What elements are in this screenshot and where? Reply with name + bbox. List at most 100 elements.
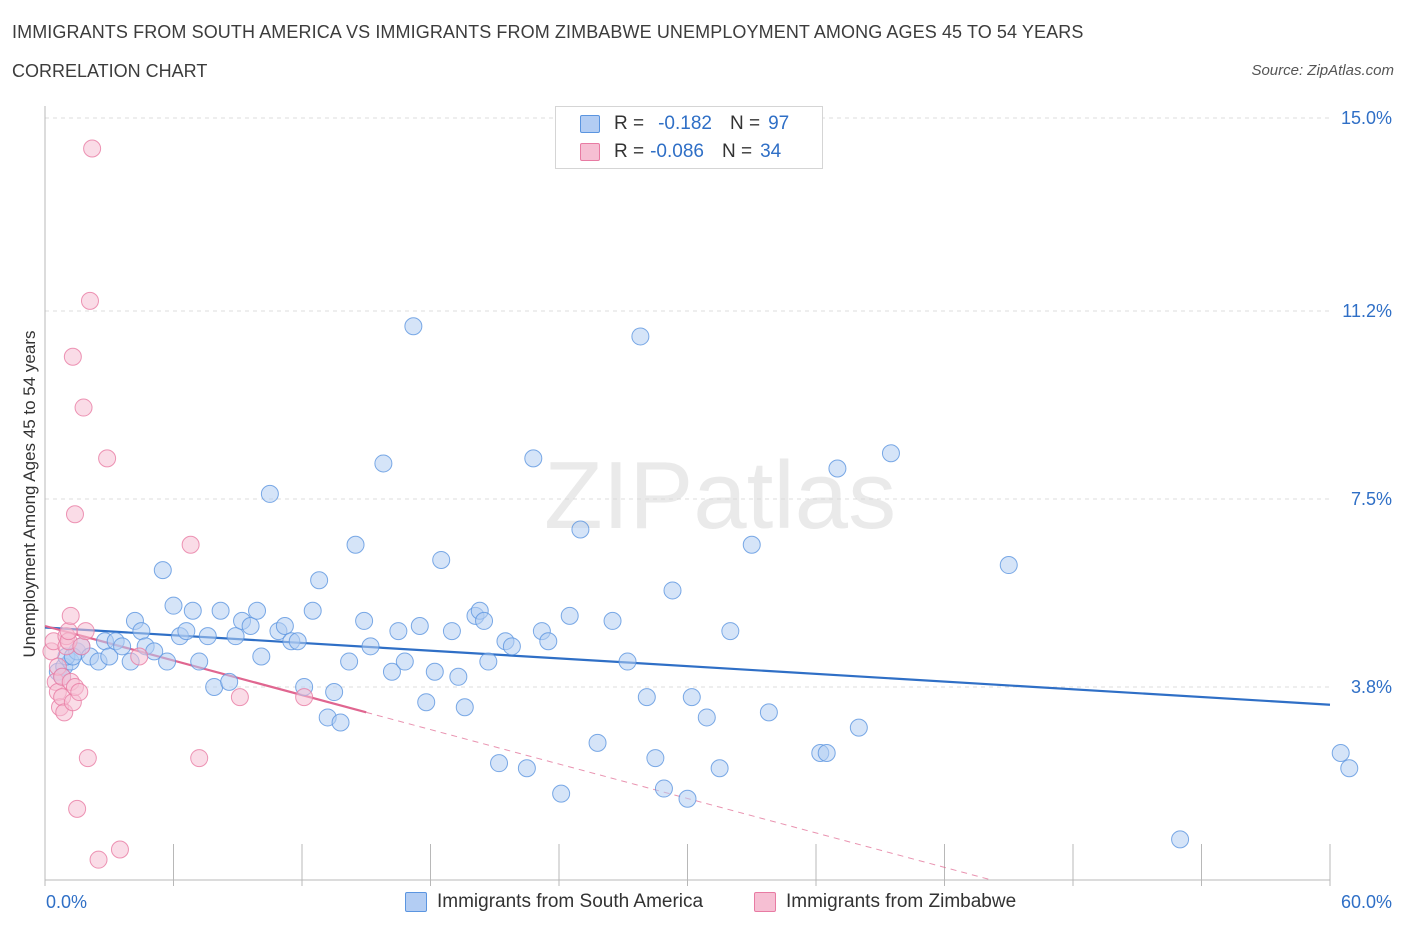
- point-zimbabwe: [89, 850, 108, 869]
- point-zimbabwe: [63, 347, 82, 366]
- legend-r-label: R =: [614, 113, 645, 134]
- point-south-america: [678, 789, 697, 808]
- point-south-america: [132, 622, 151, 641]
- point-south-america: [1340, 759, 1359, 778]
- legend-n-label: N =: [729, 113, 761, 134]
- point-south-america: [226, 627, 245, 646]
- point-zimbabwe: [59, 622, 78, 641]
- point-zimbabwe: [83, 139, 102, 158]
- point-zimbabwe: [181, 535, 200, 554]
- point-zimbabwe: [230, 688, 249, 707]
- point-south-america: [183, 601, 202, 620]
- y-tick-label: 3.8%: [1351, 677, 1392, 697]
- bottom-legend-swatch-zimbabwe: [754, 892, 776, 912]
- trend-line-south-america: [44, 626, 1331, 706]
- point-zimbabwe: [74, 398, 93, 417]
- bottom-legend-south-america: Immigrants from South America: [405, 890, 703, 914]
- bottom-legend-swatch-south-america: [405, 892, 427, 912]
- point-south-america: [881, 444, 900, 463]
- point-south-america: [618, 652, 637, 671]
- point-south-america: [502, 637, 521, 656]
- point-south-america: [742, 535, 761, 554]
- chart-title: IMMIGRANTS FROM SOUTH AMERICA VS IMMIGRA…: [12, 22, 1084, 42]
- point-south-america: [710, 759, 729, 778]
- correlation-legend: R = -0.182 N = 97 R = -0.086 N = 34: [555, 106, 823, 169]
- point-south-america: [310, 571, 329, 590]
- point-zimbabwe: [65, 505, 84, 524]
- point-south-america: [205, 677, 224, 696]
- gridlines: [45, 117, 1330, 688]
- point-south-america: [331, 713, 350, 732]
- point-south-america: [999, 556, 1018, 575]
- point-south-america: [1171, 830, 1190, 849]
- point-south-america: [646, 749, 665, 768]
- point-south-america: [682, 688, 701, 707]
- point-south-america: [697, 708, 716, 727]
- point-south-america: [637, 688, 656, 707]
- point-south-america: [417, 693, 436, 712]
- legend-n-value: 34: [760, 141, 782, 162]
- point-south-america: [759, 703, 778, 722]
- point-south-america: [241, 617, 260, 635]
- point-south-america: [552, 784, 571, 803]
- point-south-america: [425, 662, 444, 681]
- point-south-america: [153, 561, 172, 580]
- point-south-america: [479, 652, 498, 671]
- y-tick-label: 11.2%: [1342, 301, 1392, 321]
- point-zimbabwe: [130, 647, 149, 666]
- legend-row-zimbabwe: R = -0.086 N = 34: [580, 141, 781, 163]
- point-south-america: [828, 459, 847, 478]
- point-south-america: [361, 637, 380, 656]
- point-south-america: [490, 754, 509, 773]
- point-zimbabwe: [76, 622, 95, 641]
- point-south-america: [588, 733, 607, 752]
- point-south-america: [198, 627, 217, 646]
- point-south-america: [663, 581, 682, 600]
- point-south-america: [432, 550, 451, 569]
- axes: [44, 106, 1331, 886]
- point-south-america: [288, 632, 307, 651]
- point-south-america: [1331, 744, 1350, 762]
- bottom-legend-label-zimbabwe: Immigrants from Zimbabwe: [786, 891, 1017, 912]
- point-south-america: [395, 652, 414, 671]
- point-south-america: [211, 601, 230, 620]
- point-south-america: [442, 622, 461, 641]
- bottom-legend-zimbabwe: Immigrants from Zimbabwe: [754, 890, 1016, 914]
- point-south-america: [449, 667, 468, 686]
- point-south-america: [455, 698, 474, 717]
- point-south-america: [539, 632, 558, 651]
- tick-labels: 3.8% 7.5% 11.2% 15.0% 0.0% 60.0%: [46, 108, 1392, 912]
- point-south-america: [475, 611, 494, 630]
- point-zimbabwe: [80, 291, 99, 310]
- legend-n-value: 97: [768, 113, 790, 134]
- point-south-america: [374, 454, 393, 473]
- point-south-america: [560, 606, 579, 625]
- point-south-america: [404, 317, 423, 336]
- point-zimbabwe: [78, 749, 97, 768]
- point-south-america: [517, 759, 536, 778]
- point-south-america: [524, 449, 543, 468]
- point-south-america: [100, 647, 119, 666]
- legend-swatch-south-america: [580, 115, 600, 133]
- chart-subtitle: CORRELATION CHART: [12, 61, 208, 81]
- point-zimbabwe: [68, 799, 87, 818]
- point-zimbabwe: [98, 449, 117, 468]
- point-south-america: [158, 652, 177, 671]
- point-south-america: [382, 662, 401, 681]
- point-south-america: [346, 535, 365, 554]
- point-zimbabwe: [72, 637, 91, 656]
- bottom-legend-label-south-america: Immigrants from South America: [437, 891, 704, 912]
- point-south-america: [325, 683, 344, 702]
- point-zimbabwe: [190, 749, 209, 768]
- point-south-america: [849, 718, 868, 737]
- point-south-america: [177, 622, 196, 641]
- point-zimbabwe: [110, 840, 129, 859]
- point-south-america: [248, 601, 267, 620]
- point-south-america: [603, 611, 622, 630]
- legend-n-label: N =: [721, 141, 753, 162]
- point-south-america: [164, 596, 183, 615]
- point-zimbabwe: [295, 688, 314, 707]
- point-south-america: [260, 484, 279, 503]
- point-south-america: [631, 327, 650, 346]
